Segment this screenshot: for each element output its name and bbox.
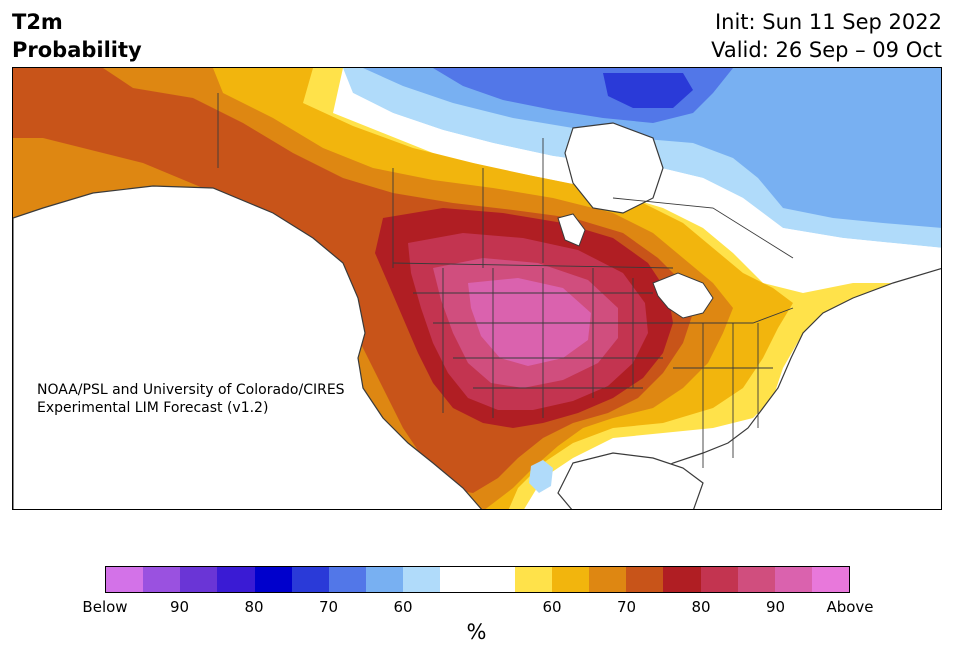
colorbar-tick-labels: Below 90 80 70 60 60 70 80 90 Above xyxy=(82,598,873,618)
forecast-credit: NOAA/PSL and University of Colorado/CIRE… xyxy=(37,381,345,417)
lake-winnipeg xyxy=(557,213,586,247)
init-date: Init: Sun 11 Sep 2022 xyxy=(714,10,942,34)
colorbar-tick: 60 xyxy=(542,598,562,616)
variable-label: T2m xyxy=(12,10,63,34)
colorbar-tick: Above xyxy=(826,598,874,616)
cold-anomaly-mid xyxy=(363,68,941,228)
colorbar-tick: 70 xyxy=(318,598,339,616)
colorbar-cell xyxy=(291,567,329,592)
quantity-label: Probability xyxy=(12,38,142,62)
colorbar-tick: 80 xyxy=(691,598,711,616)
colorbar-tick: 60 xyxy=(393,598,413,616)
gulf-cool-patch xyxy=(529,460,553,493)
colorbar-cell xyxy=(811,567,850,592)
map-canvas xyxy=(13,68,941,509)
credit-line-2: Experimental LIM Forecast (v1.2) xyxy=(37,400,269,416)
pacific-ocean xyxy=(13,185,483,509)
colorbar-cell xyxy=(403,567,441,592)
colorbar-cell xyxy=(328,567,367,592)
colorbar-cell xyxy=(254,567,292,592)
hudson-bay xyxy=(564,122,664,214)
probability-colorbar xyxy=(105,566,850,593)
credit-line-1: NOAA/PSL and University of Colorado/CIRE… xyxy=(37,382,345,398)
warm-anomaly-95 xyxy=(468,278,591,366)
colorbar-cell xyxy=(440,567,478,592)
map-title: T2m Probability xyxy=(12,8,142,64)
colorbar-cell xyxy=(626,567,664,592)
colorbar-cell xyxy=(217,567,255,592)
political-boundaries xyxy=(217,93,794,468)
colorbar-cell xyxy=(700,567,738,592)
gulf-of-mexico xyxy=(557,452,704,509)
colorbar-tick: 90 xyxy=(169,598,190,616)
forecast-map xyxy=(12,67,942,510)
colorbar-unit-label: % xyxy=(466,620,487,644)
colorbar-cell xyxy=(551,567,590,592)
valid-period: Valid: 26 Sep – 09 Oct xyxy=(711,38,942,62)
forecast-dates: Init: Sun 11 Sep 2022 Valid: 26 Sep – 09… xyxy=(711,8,942,64)
colorbar-tick: 90 xyxy=(765,598,786,616)
colorbar-cell xyxy=(477,567,515,592)
colorbar-cell xyxy=(143,567,181,592)
colorbar-cell xyxy=(589,567,627,592)
colorbar-cell xyxy=(774,567,812,592)
colorbar-cell xyxy=(737,567,775,592)
cold-anomaly-core xyxy=(603,73,693,108)
colorbar-cell xyxy=(663,567,701,592)
colorbar-cell xyxy=(180,567,218,592)
colorbar-cell xyxy=(106,567,144,592)
colorbar-cell xyxy=(366,567,404,592)
colorbar-cell xyxy=(514,567,552,592)
great-lakes xyxy=(652,272,714,319)
colorbar-tick: Below xyxy=(82,598,128,616)
colorbar-tick: 80 xyxy=(244,598,264,616)
colorbar-tick: 70 xyxy=(616,598,637,616)
